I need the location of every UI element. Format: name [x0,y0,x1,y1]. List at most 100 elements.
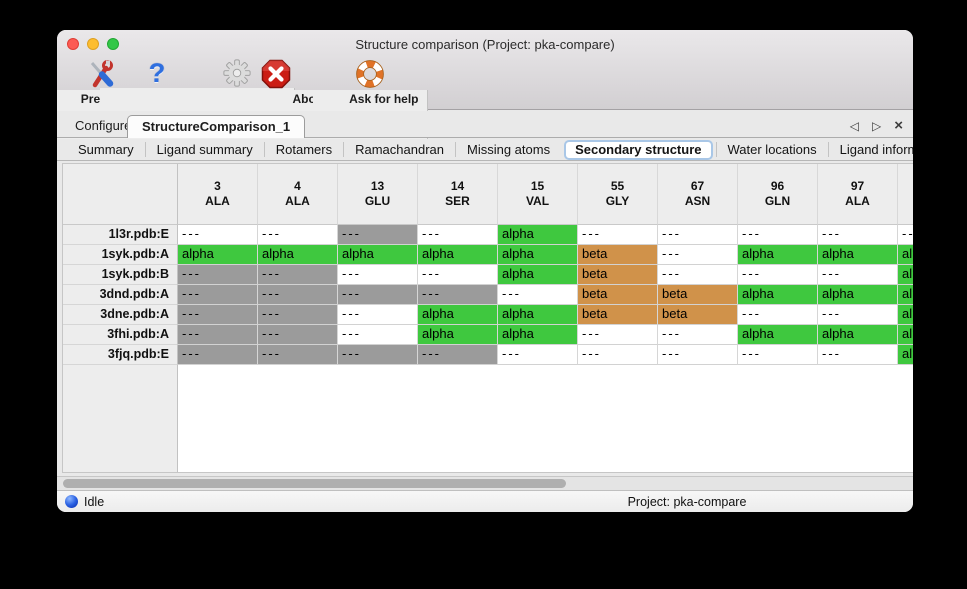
secondary-structure-cell[interactable]: alpha [498,325,578,345]
gear-icon [222,58,252,88]
column-header: 13 GLU [338,164,418,225]
subtab-ligand-information[interactable]: Ligand information [827,142,913,157]
zoom-window-button[interactable] [107,38,119,50]
secondary-structure-cell[interactable]: alpha [418,245,498,265]
secondary-structure-cell[interactable]: alpha [898,345,913,365]
tab-structurecomparison-1[interactable]: StructureComparison_1 [127,115,306,138]
secondary-structure-cell[interactable]: alpha [498,245,578,265]
secondary-structure-cell[interactable]: --- [258,285,338,305]
secondary-structure-cell[interactable]: beta [658,305,738,325]
secondary-structure-cell[interactable]: --- [258,305,338,325]
table-row: 3fjq.pdb:E---------------------------alp… [63,345,913,365]
secondary-structure-cell[interactable]: --- [738,265,818,285]
secondary-structure-cell[interactable]: alpha [898,285,913,305]
secondary-structure-cell[interactable]: alpha [498,305,578,325]
secondary-structure-cell[interactable]: --- [258,325,338,345]
tab-close-icon[interactable]: × [894,117,903,134]
tab-configure[interactable]: Configure [75,118,132,133]
secondary-structure-cell[interactable]: --- [178,285,258,305]
tab-next-icon[interactable]: ▷ [872,119,882,133]
close-window-button[interactable] [67,38,79,50]
horizontal-scrollbar[interactable] [57,476,913,490]
row-label: 1l3r.pdb:E [63,225,178,245]
secondary-structure-cell[interactable]: alpha [898,325,913,345]
secondary-structure-cell[interactable]: --- [338,325,418,345]
secondary-structure-cell[interactable]: alpha [898,265,913,285]
ask-for-help-button[interactable]: Ask for help [312,58,428,205]
secondary-structure-cell[interactable]: --- [338,345,418,365]
secondary-structure-cell[interactable]: beta [578,285,658,305]
secondary-structure-cell[interactable]: --- [338,285,418,305]
help-button[interactable]: ?Help [99,58,215,203]
secondary-structure-cell[interactable]: --- [338,225,418,245]
secondary-structure-cell[interactable]: alpha [418,325,498,345]
secondary-structure-cell[interactable]: --- [178,345,258,365]
secondary-structure-cell[interactable]: --- [498,285,578,305]
secondary-structure-cell[interactable]: alpha [178,245,258,265]
secondary-structure-cell[interactable]: --- [818,345,898,365]
abort-button[interactable]: Abort [218,58,334,205]
scrollbar-thumb[interactable] [63,479,566,488]
secondary-structure-cell[interactable]: alpha [338,245,418,265]
secondary-structure-cell[interactable]: --- [658,245,738,265]
secondary-structure-cell[interactable]: alpha [498,225,578,245]
secondary-structure-cell[interactable]: alpha [498,265,578,285]
subtab-ramachandran[interactable]: Ramachandran [343,142,455,157]
secondary-structure-cell[interactable]: --- [418,225,498,245]
row-label: 3fjq.pdb:E [63,345,178,365]
secondary-structure-cell[interactable]: --- [258,345,338,365]
table-grid: 3 ALA 4 ALA 13 GLU 14 SER 15 VAL 55 GLY 67 ASN 96 GLN 97… [63,164,913,365]
secondary-structure-cell[interactable]: --- [818,305,898,325]
secondary-structure-cell[interactable]: --- [658,225,738,245]
secondary-structure-cell[interactable]: --- [818,225,898,245]
column-header: 55 GLY [578,164,658,225]
secondary-structure-cell[interactable]: --- [178,265,258,285]
secondary-structure-cell[interactable]: alpha [258,245,338,265]
secondary-structure-cell[interactable]: --- [338,305,418,325]
secondary-structure-cell[interactable]: alpha [738,245,818,265]
secondary-structure-cell[interactable]: --- [178,305,258,325]
secondary-structure-cell[interactable]: beta [578,245,658,265]
secondary-structure-cell[interactable]: beta [578,305,658,325]
secondary-structure-cell[interactable]: --- [338,265,418,285]
subtab-rotamers[interactable]: Rotamers [263,142,343,157]
secondary-structure-cell[interactable]: --- [418,345,498,365]
secondary-structure-cell[interactable]: --- [578,345,658,365]
secondary-structure-cell[interactable]: alpha [818,285,898,305]
titlebar: Structure comparison (Project: pka-compa… [57,30,913,58]
secondary-structure-cell[interactable]: --- [498,345,578,365]
secondary-structure-cell[interactable]: alpha [818,325,898,345]
subtab-missing-atoms[interactable]: Missing atoms [454,142,561,157]
secondary-structure-cell[interactable]: alpha [898,245,913,265]
secondary-structure-cell[interactable]: beta [658,285,738,305]
subtab-ligand-summary[interactable]: Ligand summary [144,142,264,157]
secondary-structure-cell[interactable]: --- [578,225,658,245]
secondary-structure-cell[interactable]: --- [418,285,498,305]
secondary-structure-cell[interactable]: --- [658,265,738,285]
help-icon: ? [148,58,166,88]
secondary-structure-cell[interactable]: --- [898,225,913,245]
secondary-structure-cell[interactable]: alpha [818,245,898,265]
secondary-structure-cell[interactable]: --- [258,225,338,245]
subtab-secondary-structure[interactable]: Secondary structure [564,139,713,160]
secondary-structure-cell[interactable]: --- [738,345,818,365]
secondary-structure-cell[interactable]: alpha [738,325,818,345]
minimize-window-button[interactable] [87,38,99,50]
secondary-structure-cell[interactable]: --- [258,265,338,285]
secondary-structure-cell[interactable]: beta [578,265,658,285]
subtab-water-locations[interactable]: Water locations [715,142,828,157]
secondary-structure-cell[interactable]: --- [658,325,738,345]
secondary-structure-cell[interactable]: --- [738,225,818,245]
secondary-structure-cell[interactable]: alpha [418,305,498,325]
secondary-structure-cell[interactable]: --- [738,305,818,325]
subtab-summary[interactable]: Summary [78,142,134,157]
secondary-structure-cell[interactable]: --- [658,345,738,365]
secondary-structure-cell[interactable]: alpha [738,285,818,305]
secondary-structure-cell[interactable]: --- [178,225,258,245]
secondary-structure-cell[interactable]: --- [818,265,898,285]
tab-prev-icon[interactable]: ◁ [849,119,859,133]
secondary-structure-cell[interactable]: --- [578,325,658,345]
secondary-structure-cell[interactable]: alpha [898,305,913,325]
secondary-structure-cell[interactable]: --- [178,325,258,345]
secondary-structure-cell[interactable]: --- [418,265,498,285]
